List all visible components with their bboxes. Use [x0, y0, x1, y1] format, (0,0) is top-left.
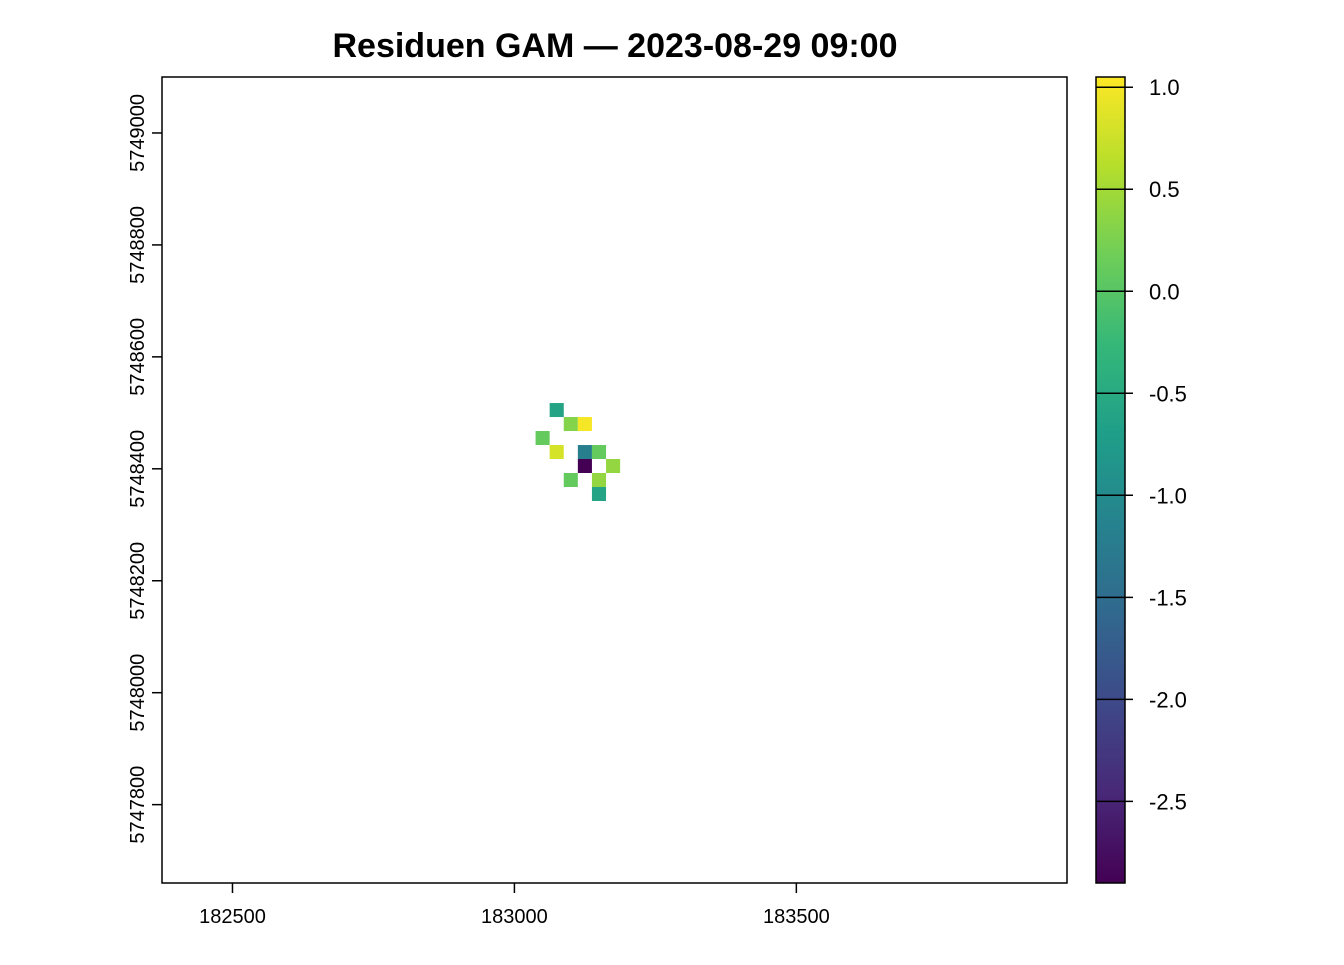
colorbar-tick-label: 0.0: [1149, 279, 1180, 304]
x-tick-label: 183000: [481, 906, 548, 928]
residual-cell: [549, 445, 564, 460]
y-axis: 5747800 5748000 5748200 5748400 5748600 57488…: [127, 94, 162, 844]
colorbar-tick-label: -0.5: [1149, 381, 1187, 406]
colorbar-gradient: [1095, 76, 1126, 884]
residual-cell: [563, 473, 578, 487]
residual-cell: [606, 459, 621, 474]
colorbar-legend: 1.0 0.5 0.0 -0.5 -1.0 -1.5 -2.0 -2.5: [1095, 75, 1187, 884]
y-tick-label: 5748000: [127, 654, 149, 732]
colorbar-tick-label: -1.0: [1149, 483, 1187, 508]
chart-title: Residuen GAM — 2023-08-29 09:00: [332, 27, 897, 65]
residual-cell: [535, 431, 550, 446]
residual-cell: [577, 459, 592, 474]
y-tick-label: 5748200: [127, 542, 149, 620]
residual-cell: [577, 417, 592, 432]
residual-cell: [591, 473, 607, 487]
y-tick-label: 5747800: [127, 766, 149, 844]
colorbar-tick-label: -1.5: [1149, 585, 1187, 610]
plot-frame: [161, 76, 1068, 884]
colorbar-ticks: 1.0 0.5 0.0 -0.5 -1.0 -1.5 -2.0 -2.5: [1096, 75, 1187, 814]
x-tick-label: 183500: [763, 906, 830, 928]
y-tick-label: 5748400: [127, 430, 149, 508]
y-tick-label: 5748800: [127, 206, 149, 284]
colorbar-tick-label: -2.0: [1149, 687, 1187, 712]
x-tick-label: 182500: [199, 906, 266, 928]
plot-area: 182500 183000 183500 5747800 5748000 5748200…: [127, 76, 1068, 928]
residual-cell: [577, 445, 592, 460]
residual-cell: [591, 445, 607, 460]
residual-cells: [535, 403, 621, 501]
residual-cell: [549, 403, 564, 418]
colorbar-tick-label: 1.0: [1149, 75, 1180, 100]
colorbar-tick-label: 0.5: [1149, 177, 1180, 202]
residual-cell: [591, 486, 607, 501]
y-tick-label: 5748600: [127, 318, 149, 396]
x-axis: 182500 183000 183500: [199, 883, 830, 928]
y-tick-label: 5749000: [127, 94, 149, 172]
colorbar-tick-label: -2.5: [1149, 789, 1187, 814]
residual-cell: [563, 417, 578, 432]
